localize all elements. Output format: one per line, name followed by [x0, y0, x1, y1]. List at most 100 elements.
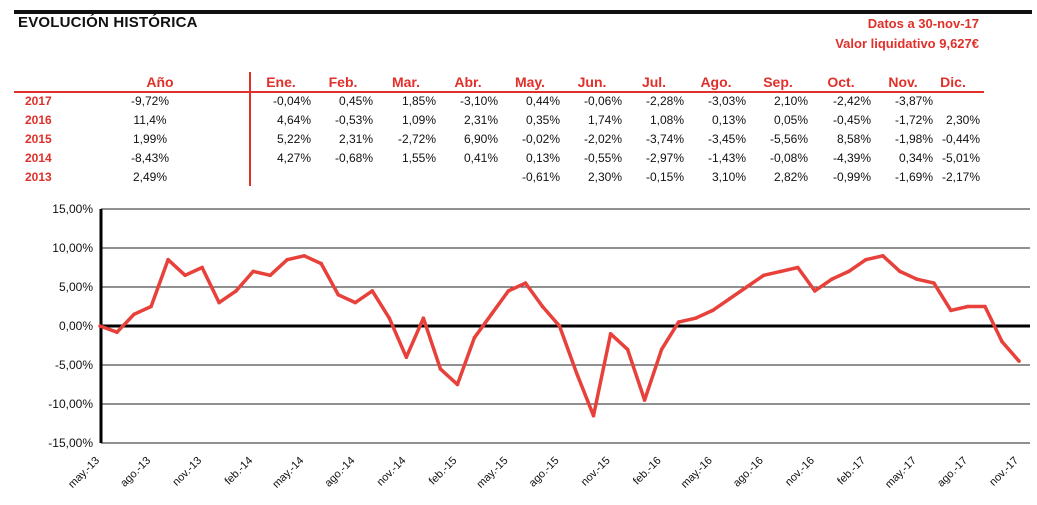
table-row: 2017 -9,72% -0,04% 0,45% 1,85% -3,10% 0,44% -0,… [0, 94, 1037, 113]
annual-return: 1,99% [132, 132, 168, 146]
monthly-return: -4,39% [832, 151, 871, 165]
monthly-return: 1,09% [401, 113, 436, 127]
data-point [506, 289, 511, 293]
data-point [983, 304, 987, 309]
monthly-return: -0,06% [583, 94, 622, 108]
data-point [710, 308, 715, 313]
monthly-return: 2,10% [773, 94, 808, 108]
data-point [183, 273, 187, 278]
month-header: Ene. [266, 74, 296, 90]
y-tick-label: 10,00% [52, 241, 93, 255]
monthly-return: 0,34% [898, 151, 933, 165]
x-tick-label: may.-17 [883, 455, 919, 491]
data-point [319, 261, 324, 266]
month-header: Jun. [577, 74, 607, 90]
x-tick-label: may.-13 [66, 455, 102, 491]
monthly-return: -0,53% [334, 113, 373, 127]
data-point [285, 257, 290, 262]
month-header: Abr. [454, 74, 482, 90]
monthly-return: -0,55% [583, 151, 622, 165]
x-tick-label: nov.-17 [987, 455, 1021, 489]
month-header: Ago. [700, 74, 732, 90]
monthly-return: 2,31% [338, 132, 373, 146]
data-point [557, 324, 562, 328]
data-point [574, 371, 579, 375]
row-year: 2017 [25, 94, 52, 108]
data-point [676, 320, 681, 324]
x-tick-label: ago.-13 [118, 455, 153, 490]
data-point [472, 335, 477, 340]
data-point [540, 304, 545, 309]
row-year: 2015 [25, 132, 52, 146]
year-column-header: Año [146, 74, 174, 90]
monthly-return: -0,99% [832, 170, 871, 184]
monthly-return: -1,43% [707, 151, 746, 165]
y-tick-label: 5,00% [59, 280, 93, 294]
monthly-return: -0,02% [521, 132, 560, 146]
monthly-return: -0,44% [941, 132, 980, 146]
x-tick-label: may.-14 [270, 455, 306, 491]
data-point [966, 304, 970, 309]
row-year: 2016 [25, 113, 52, 127]
monthly-return: 1,85% [401, 94, 436, 108]
annual-return: 2,49% [132, 170, 168, 184]
monthly-return: -0,61% [521, 170, 560, 184]
data-point [932, 281, 936, 285]
monthly-return: -2,02% [583, 132, 622, 146]
x-tick-label: may.-16 [679, 455, 715, 491]
monthly-return: 4,64% [276, 113, 311, 127]
data-point [115, 330, 119, 335]
annual-return: -8,43% [130, 151, 170, 165]
table-row: 2016 11,4% 4,64% -0,53% 1,09% 2,31% 0,35% 1,74%… [0, 113, 1037, 132]
monthly-return: 8,58% [836, 132, 871, 146]
monthly-return: -0,04% [272, 94, 311, 108]
monthly-return: 0,13% [525, 151, 560, 165]
x-tick-label: may.-15 [475, 455, 511, 491]
monthly-return: -2,42% [832, 94, 871, 108]
monthly-return: 1,55% [401, 151, 436, 165]
data-point [149, 304, 153, 309]
month-header: May. [514, 74, 546, 90]
data-point [200, 265, 204, 270]
monthly-return: -3,87% [894, 94, 933, 108]
data-point [455, 382, 460, 387]
monthly-return: 0,13% [711, 113, 746, 127]
table-row: 2013 2,49% -0,61% 2,30% -0,15% 3,10% 2,82% -0,9… [0, 170, 1037, 189]
nav-value: Valor liquidativo 9,627€ [835, 36, 979, 51]
monthly-return: -0,15% [645, 170, 684, 184]
monthly-return: -0,45% [832, 113, 871, 127]
fund-info: Datos a 30-nov-17 Valor liquidativo 9,62… [835, 14, 979, 54]
x-tick-label: feb.-15 [427, 455, 460, 488]
data-date: Datos a 30-nov-17 [867, 16, 979, 31]
top-rule [14, 10, 1032, 14]
data-point [166, 257, 170, 262]
data-point [217, 300, 221, 305]
data-point [421, 316, 426, 320]
data-point [591, 413, 596, 418]
monthly-return: 0,41% [463, 151, 498, 165]
table-column-separator [249, 72, 251, 186]
month-header: Oct. [827, 74, 855, 90]
month-header: Jul. [641, 74, 667, 90]
y-tick-label: -5,00% [55, 358, 93, 372]
data-point [438, 367, 443, 371]
monthly-return: -2,28% [645, 94, 684, 108]
data-point [727, 296, 732, 301]
monthly-return: 2,30% [945, 113, 980, 127]
data-point [778, 269, 783, 274]
data-point [387, 316, 392, 320]
data-point [625, 347, 630, 352]
monthly-return: -0,08% [769, 151, 808, 165]
data-point [915, 277, 919, 281]
series-line [99, 254, 1021, 418]
monthly-return: -5,56% [769, 132, 808, 146]
data-point [642, 398, 647, 402]
monthly-return: -3,45% [707, 132, 746, 146]
page-title: EVOLUCIÓN HISTÓRICA [18, 14, 198, 31]
data-point [847, 269, 851, 274]
data-point [268, 273, 272, 278]
table-header: Año Ene. Feb. Mar. Abr. May. Jun. Jul. A… [0, 74, 1037, 92]
table-row: 2014 -8,43% 4,27% -0,68% 1,55% 0,41% 0,13% -0,5… [0, 151, 1037, 170]
monthly-return: -3,74% [645, 132, 684, 146]
x-tick-label: ago.-15 [527, 455, 562, 490]
